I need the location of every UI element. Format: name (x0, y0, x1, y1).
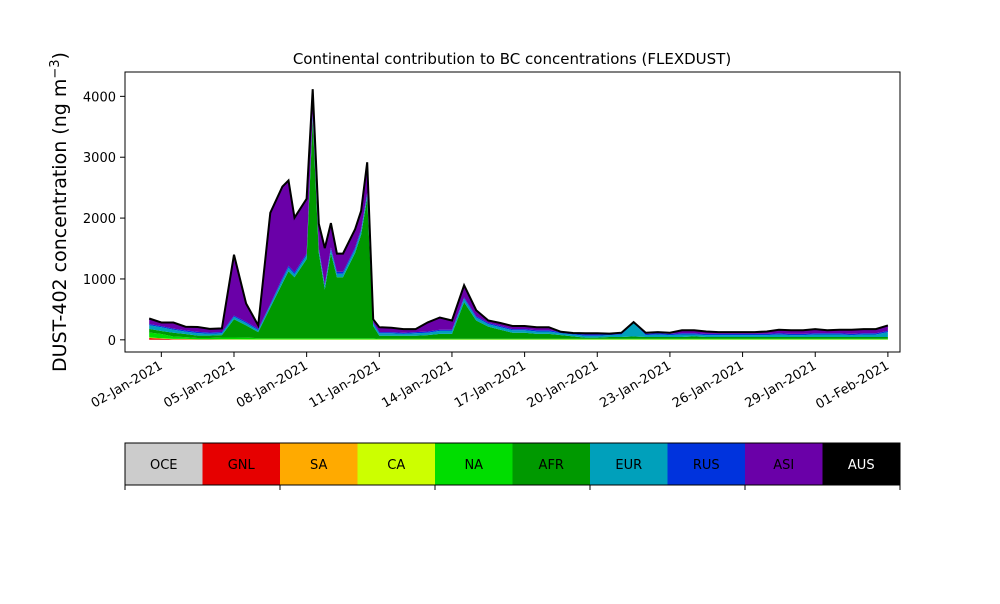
plot-area: 0 1000 2000 3000 4000 02-Jan-202105-Jan-2021… (83, 71, 901, 412)
legend-label-aus: AUS (848, 458, 875, 473)
x-tick-label: 01-Feb-2021 (813, 358, 892, 412)
area-gnl (149, 338, 888, 340)
x-tick-label: 08-Jan-2021 (234, 358, 311, 411)
legend-label-eur: EUR (615, 458, 642, 473)
y-tick-label: 2000 (83, 212, 116, 227)
legend-label-afr: AFR (539, 458, 564, 473)
legend-swatch-gnl (202, 443, 280, 485)
x-tick-label: 14-Jan-2021 (379, 358, 456, 411)
area-ca (149, 337, 888, 340)
x-tick-label: 20-Jan-2021 (525, 358, 602, 411)
total-outline (148, 89, 889, 335)
legend-swatch-aus (822, 443, 900, 485)
plot-frame (124, 71, 901, 353)
legend-label-sa: SA (310, 458, 327, 473)
y-axis-label: DUST-402 concentration (ng m−3) (48, 52, 71, 372)
legend-label-na: NA (464, 458, 483, 473)
y-tick-label: 0 (108, 334, 116, 349)
legend-label-asi: ASI (773, 458, 794, 473)
legend-label-oce: OCE (150, 458, 178, 473)
legend-label-gnl: GNL (228, 458, 256, 473)
legend-label-ca: CA (387, 458, 405, 473)
x-axis-ticks: 02-Jan-202105-Jan-202108-Jan-202111-Jan-… (89, 352, 892, 412)
legend-frame (124, 442, 901, 486)
legend-swatch-ca (357, 443, 435, 485)
y-tick-label: 3000 (83, 151, 116, 166)
x-tick-label: 11-Jan-2021 (307, 358, 384, 411)
area-aus (149, 89, 888, 334)
legend-swatch-rus (667, 443, 745, 485)
x-tick-label: 02-Jan-2021 (89, 358, 166, 411)
x-tick-label: 05-Jan-2021 (161, 358, 238, 411)
y-axis-label-main: DUST-402 concentration (ng m (49, 79, 71, 372)
area-asi (149, 89, 888, 335)
legend-swatch-na (435, 443, 513, 485)
legend-swatch-asi (745, 443, 823, 485)
y-axis-label-suffix: ) (49, 52, 71, 59)
y-tick-label: 4000 (83, 90, 116, 105)
x-tick-label: 29-Jan-2021 (743, 358, 820, 411)
area-na (149, 332, 888, 340)
legend-swatch-oce (125, 443, 203, 485)
stacked-areas (149, 89, 888, 340)
legend-label-rus: RUS (693, 458, 720, 473)
legend-swatch-sa (280, 443, 358, 485)
legend-swatch-eur (590, 443, 668, 485)
x-tick-label: 26-Jan-2021 (670, 358, 747, 411)
y-tick-label: 1000 (83, 273, 116, 288)
y-axis-ticks: 0 1000 2000 3000 4000 (83, 90, 125, 349)
x-tick-label: 17-Jan-2021 (452, 358, 529, 411)
area-afr (149, 119, 888, 339)
legend-swatch-afr (512, 443, 590, 485)
y-axis-label-superscript: −3 (48, 59, 63, 78)
legend-colorbar: OCE GNL SA CA NA AFR EUR RUS ASI AUS (124, 442, 901, 490)
x-tick-label: 23-Jan-2021 (597, 358, 674, 411)
chart-title: Continental contribution to BC concentra… (293, 50, 731, 68)
